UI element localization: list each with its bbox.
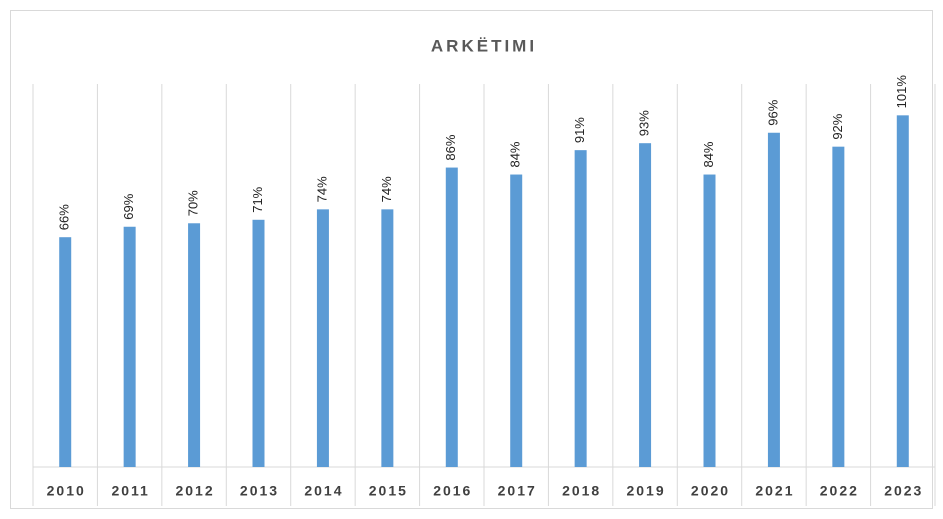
bar — [767, 132, 780, 467]
bar — [188, 223, 201, 467]
x-tick-label: 2023 — [884, 483, 923, 499]
data-label: 96% — [765, 99, 780, 125]
data-label: 91% — [572, 117, 587, 143]
bar — [703, 174, 716, 467]
bar — [316, 209, 329, 467]
data-label: 74% — [379, 176, 394, 202]
x-tick-label: 2012 — [175, 483, 214, 499]
chart-title: ARKËTIMI — [431, 36, 537, 55]
bar — [381, 209, 394, 467]
x-tick-label: 2010 — [47, 483, 86, 499]
data-label: 74% — [314, 176, 329, 202]
x-tick-label: 2022 — [820, 483, 859, 499]
data-label: 101% — [894, 75, 909, 109]
x-tick-label: 2017 — [498, 483, 537, 499]
data-label: 92% — [830, 113, 845, 139]
bar — [639, 143, 652, 467]
x-tick-label: 2020 — [691, 483, 730, 499]
x-tick-label: 2015 — [369, 483, 408, 499]
x-tick-label: 2019 — [626, 483, 665, 499]
bar — [896, 115, 909, 467]
data-label: 86% — [443, 134, 458, 160]
data-label: 70% — [186, 190, 201, 216]
data-label: 71% — [250, 186, 265, 212]
chart-border — [10, 10, 933, 509]
bar — [59, 237, 72, 467]
x-tick-label: 2018 — [562, 483, 601, 499]
x-tick-label: 2021 — [755, 483, 794, 499]
data-label: 93% — [637, 110, 652, 136]
x-tick-label: 2016 — [433, 483, 472, 499]
bar — [445, 167, 458, 467]
data-label: 66% — [57, 204, 72, 230]
bar — [574, 150, 587, 467]
data-label: 84% — [508, 141, 523, 167]
data-label: 84% — [701, 141, 716, 167]
bar — [123, 226, 136, 467]
x-tick-label: 2013 — [240, 483, 279, 499]
bar — [252, 219, 265, 467]
data-label: 69% — [121, 193, 136, 219]
x-tick-label: 2011 — [111, 483, 149, 499]
x-tick-label: 2014 — [304, 483, 343, 499]
bar — [510, 174, 523, 467]
bar — [832, 146, 845, 467]
